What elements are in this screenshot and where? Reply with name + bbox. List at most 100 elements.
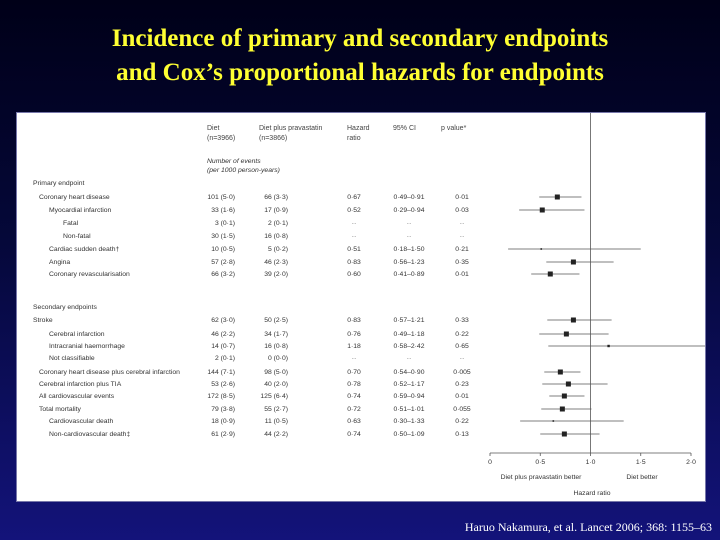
row-p-value: 0·005 xyxy=(453,369,471,376)
row-prava-events: 98 (5·0) xyxy=(264,369,288,376)
row-prava-events: 55 (2·7) xyxy=(264,406,288,413)
axis-title: Hazard ratio xyxy=(573,490,610,497)
row-p-value: 0·21 xyxy=(455,246,469,253)
row-prava-events: 17 (0·9) xyxy=(264,207,288,214)
estimate-marker xyxy=(559,406,565,412)
row-label: Total mortality xyxy=(39,406,81,413)
row-label: Fatal xyxy=(63,220,79,227)
row-prava-events: 0 (0·0) xyxy=(267,355,288,362)
estimate-marker xyxy=(565,381,571,387)
row-hazard-ratio: 0·67 xyxy=(347,194,361,201)
row-hazard-ratio: 1·18 xyxy=(347,343,361,350)
row-diet-events: 46 (2·2) xyxy=(211,331,235,338)
row-hazard-ratio: 0·51 xyxy=(347,246,361,253)
row-label: All cardiovascular events xyxy=(39,393,115,400)
header-ci: 95% CI xyxy=(393,125,416,132)
row-prava-events: 34 (1·7) xyxy=(264,331,288,338)
row-diet-events: 33 (1·6) xyxy=(211,207,235,214)
row-ci: 0·54–0·90 xyxy=(393,369,425,376)
row-ci: 0·57–1·21 xyxy=(393,317,425,324)
header-ratio: ratio xyxy=(347,135,361,142)
row-label: Cardiovascular death xyxy=(49,418,114,425)
row-diet-events: 14 (0·7) xyxy=(211,343,235,350)
row-diet-events: 172 (8·5) xyxy=(207,393,235,400)
section-primary: Primary endpoint xyxy=(33,180,85,187)
events-label: Number of events xyxy=(207,158,261,165)
row-ci: 0·51–1·01 xyxy=(393,406,425,413)
estimate-marker xyxy=(570,259,576,265)
row-p-value: 0·35 xyxy=(455,259,469,266)
header-hazard: Hazard xyxy=(347,125,370,132)
row-ci: 0·49–1·18 xyxy=(393,331,425,338)
header-diet: Diet xyxy=(207,125,220,132)
row-label: Stroke xyxy=(33,317,53,324)
row-ci: ·· xyxy=(406,220,412,227)
row-ci: 0·56–1·23 xyxy=(393,259,425,266)
forest-plot-table: Diet (n=3966) Diet plus pravastatin (n=3… xyxy=(16,112,706,502)
row-p-value: 0·01 xyxy=(455,194,469,201)
row-diet-events: 30 (1·5) xyxy=(211,233,235,240)
row-prava-events: 44 (2·2) xyxy=(264,431,288,438)
events-unit: (per 1000 person-years) xyxy=(207,167,280,174)
row-hazard-ratio: 0·63 xyxy=(347,418,361,425)
row-ci: ·· xyxy=(406,355,412,362)
row-prava-events: 16 (0·8) xyxy=(264,233,288,240)
estimate-marker xyxy=(570,317,576,323)
x-tick-label: 0·5 xyxy=(535,459,545,466)
row-diet-events: 3 (0·1) xyxy=(214,220,235,227)
row-ci: 0·58–2·42 xyxy=(393,343,425,350)
row-diet-events: 18 (0·9) xyxy=(211,418,235,425)
row-p-value: 0·33 xyxy=(455,317,469,324)
row-label: Non-fatal xyxy=(63,233,91,240)
row-prava-events: 50 (2·5) xyxy=(264,317,288,324)
estimate-marker xyxy=(554,194,560,200)
row-prava-events: 40 (2·0) xyxy=(264,381,288,388)
estimate-marker xyxy=(540,248,543,250)
row-prava-events: 39 (2·0) xyxy=(264,271,288,278)
slide-title-line1: Incidence of primary and secondary endpo… xyxy=(111,25,609,52)
x-tick-label: 1·0 xyxy=(586,459,596,466)
header-diet-n: (n=3966) xyxy=(207,135,236,142)
row-ci: 0·50–1·09 xyxy=(393,431,425,438)
row-prava-events: 66 (3·3) xyxy=(264,194,288,201)
header-p: p value* xyxy=(441,125,467,132)
row-diet-events: 101 (5·0) xyxy=(207,194,235,201)
row-hazard-ratio: 0·83 xyxy=(347,259,361,266)
row-p-value: 0·055 xyxy=(453,406,471,413)
row-hazard-ratio: 0·70 xyxy=(347,369,361,376)
row-ci: 0·49–0·91 xyxy=(393,194,425,201)
row-hazard-ratio: 0·52 xyxy=(347,207,361,214)
row-p-value: 0·65 xyxy=(455,343,469,350)
row-p-value: 0·01 xyxy=(455,271,469,278)
row-diet-events: 61 (2·9) xyxy=(211,431,235,438)
row-prava-events: 2 (0·1) xyxy=(267,220,288,227)
row-p-value: 0·13 xyxy=(455,431,469,438)
row-p-value: 0·22 xyxy=(455,331,469,338)
row-diet-events: 2 (0·1) xyxy=(214,355,235,362)
estimate-marker xyxy=(561,431,567,437)
header-prava-n: (n=3866) xyxy=(259,135,288,142)
row-diet-events: 62 (3·0) xyxy=(211,317,235,324)
header-prava: Diet plus pravastatin xyxy=(259,125,323,132)
estimate-marker xyxy=(552,420,555,422)
row-label: Cerebral infarction plus TIA xyxy=(39,381,122,388)
row-p-value: 0·03 xyxy=(455,207,469,214)
row-label: Myocardial infarction xyxy=(49,207,112,214)
row-hazard-ratio: 0·78 xyxy=(347,381,361,388)
row-ci: ·· xyxy=(406,233,412,240)
row-hazard-ratio: ·· xyxy=(351,355,357,362)
row-label: Coronary heart disease xyxy=(39,194,110,201)
x-tick-label: 2·0 xyxy=(686,459,696,466)
row-prava-events: 5 (0·2) xyxy=(267,246,288,253)
row-hazard-ratio: ·· xyxy=(351,233,357,240)
axis-label-right: Diet better xyxy=(626,474,658,481)
estimate-marker xyxy=(557,369,563,375)
section-secondary: Secondary endpoints xyxy=(33,304,97,311)
row-p-value: ·· xyxy=(459,355,465,362)
estimate-marker xyxy=(539,207,545,213)
row-hazard-ratio: ·· xyxy=(351,220,357,227)
row-hazard-ratio: 0·83 xyxy=(347,317,361,324)
axis-label-left: Diet plus pravastatin better xyxy=(501,474,583,481)
slide-title-line2: and Cox’s proportional hazards for endpo… xyxy=(116,59,604,86)
row-p-value: ·· xyxy=(459,220,465,227)
